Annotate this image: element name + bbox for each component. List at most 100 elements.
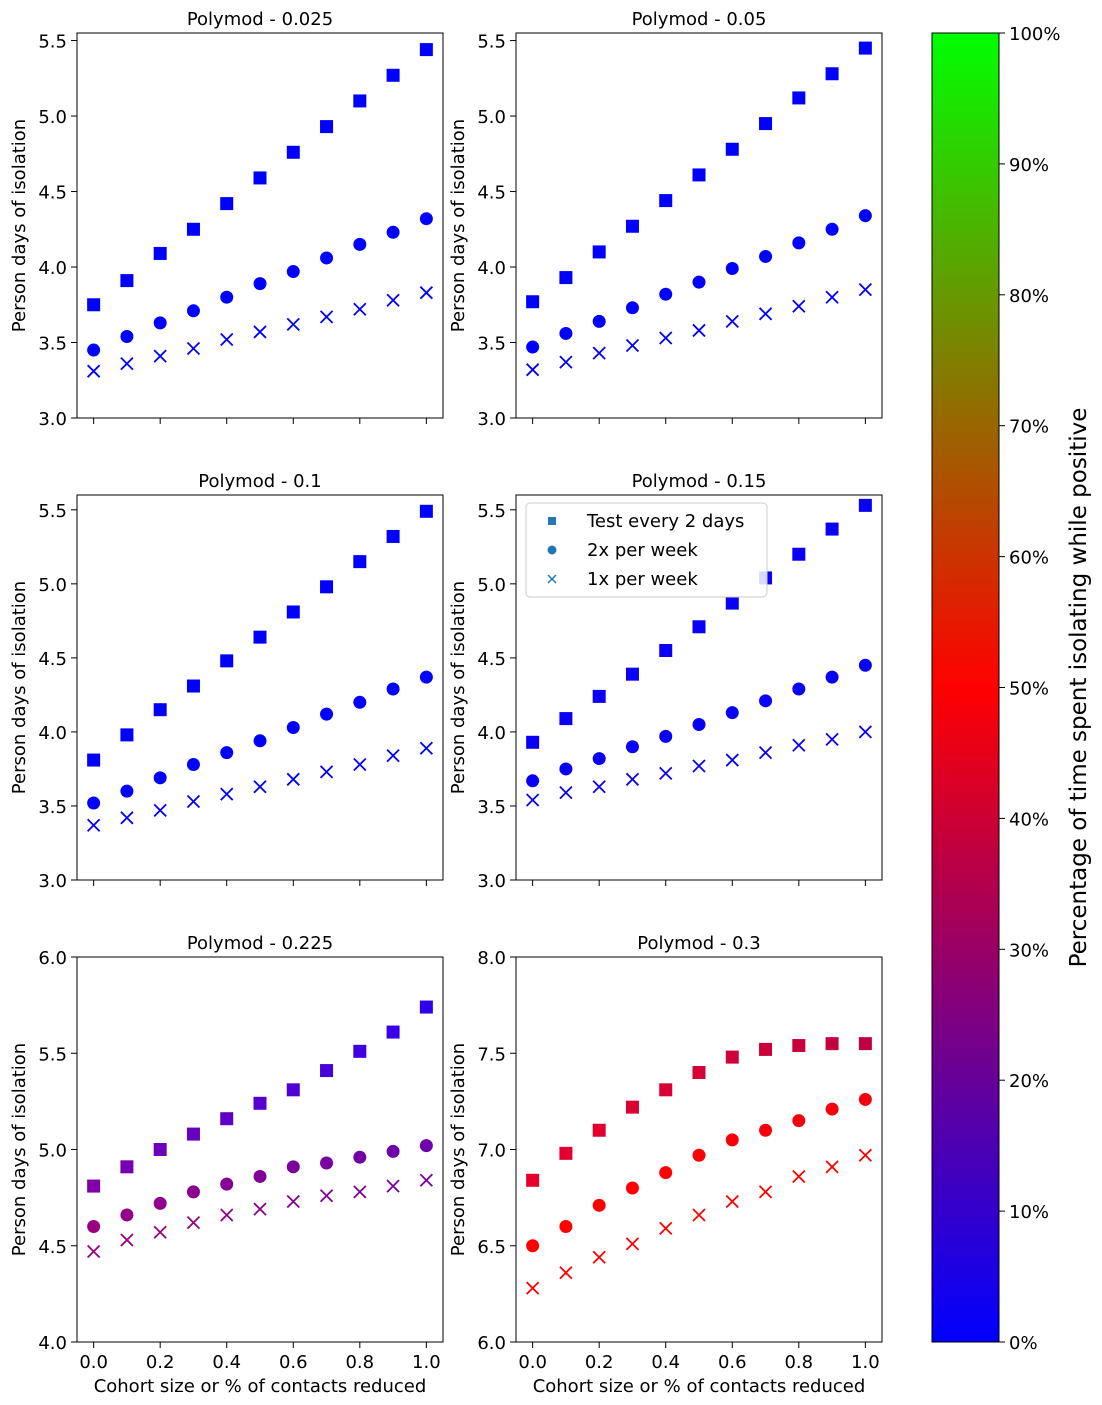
y-axis-label: Person days of isolation [448, 119, 469, 332]
y-axis-label: Person days of isolation [448, 1043, 469, 1256]
data-point [725, 1194, 739, 1209]
data-point [186, 304, 200, 318]
data-point [286, 317, 300, 332]
data-point [659, 287, 673, 301]
y-tick-label: 4.0 [477, 258, 506, 279]
data-point [858, 41, 872, 55]
y-tick-label: 3.5 [477, 334, 506, 355]
data-point [559, 785, 573, 800]
data-point [692, 759, 706, 773]
data-point [153, 771, 167, 785]
data-point [253, 325, 267, 339]
series-circle [526, 209, 872, 354]
data-point [286, 720, 300, 734]
data-point [692, 168, 706, 182]
series-square [526, 41, 872, 309]
data-point [153, 703, 167, 717]
data-point [659, 1083, 673, 1097]
data-point [559, 1146, 573, 1160]
y-tick-label: 3.0 [477, 871, 506, 892]
data-point [353, 757, 367, 772]
data-point [592, 245, 606, 259]
data-point [253, 734, 267, 748]
data-point [353, 695, 367, 709]
data-point [526, 295, 540, 309]
data-point [559, 1266, 573, 1280]
x-tick-label: 0.2 [585, 1352, 614, 1373]
data-point [825, 1160, 839, 1174]
data-point [526, 1239, 540, 1253]
data-point [825, 1037, 839, 1051]
data-point [120, 329, 134, 343]
series-x [87, 741, 434, 832]
data-point [87, 818, 101, 832]
y-tick-label: 5.5 [477, 32, 506, 53]
legend-label: Test every 2 days [586, 511, 744, 532]
data-point [120, 1208, 134, 1222]
data-point [419, 286, 434, 300]
data-point [559, 326, 573, 340]
data-point [286, 772, 300, 786]
data-point [386, 748, 400, 763]
colorbar: 0% 10% 20% 30% 40% 50% 60% 70% 80% 90% 100% Percent… [931, 24, 1092, 1354]
colorbar-tick-label: 90% [1009, 155, 1049, 176]
x-tick-label: 1.0 [412, 1352, 441, 1373]
y-tick-label: 4.5 [38, 649, 67, 670]
data-point [320, 580, 334, 594]
data-point [758, 307, 773, 321]
axes-frame [76, 956, 444, 1343]
data-point [592, 346, 606, 360]
data-point [120, 357, 134, 371]
data-point [87, 1179, 101, 1193]
data-point [87, 343, 101, 357]
colorbar-tick-label: 10% [1009, 1202, 1049, 1223]
data-point [120, 1160, 134, 1174]
data-point [659, 331, 673, 345]
x-tick-label: 0.6 [279, 1352, 308, 1373]
data-point [525, 1281, 540, 1295]
data-point [858, 1037, 872, 1051]
data-point [592, 752, 606, 766]
colorbar-label: Percentage of time spent isolating while… [1066, 408, 1092, 968]
data-point [825, 732, 839, 746]
data-point [353, 237, 367, 251]
data-point [220, 290, 234, 304]
series-square [87, 1000, 433, 1193]
y-tick-label: 3.0 [38, 871, 67, 892]
y-tick-label: 4.0 [38, 1333, 67, 1354]
data-point [319, 310, 334, 324]
data-point [320, 120, 334, 134]
legend-entry: 1x per week [547, 569, 698, 590]
y-tick-label: 5.0 [477, 107, 506, 128]
data-point [319, 765, 334, 779]
data-point [153, 1225, 167, 1239]
data-point [725, 142, 739, 156]
data-point [692, 1208, 706, 1222]
data-point [220, 1177, 234, 1191]
data-point [592, 1250, 606, 1264]
data-point [792, 1039, 806, 1053]
data-point [692, 1148, 706, 1162]
data-point [87, 1220, 101, 1233]
data-point [153, 316, 167, 330]
data-point [592, 780, 606, 794]
data-point [659, 1221, 673, 1236]
panel-5: Polymod - 0.225 4.0 4.5 5.0 5.5 6.0 0.0 0.2 0.4 0… [9, 933, 444, 1397]
data-point [725, 1050, 739, 1064]
series-x [87, 1173, 434, 1259]
data-point [87, 364, 101, 378]
y-tick-label: 3.0 [38, 409, 67, 430]
legend: Test every 2 days 2x per week 1x per week [525, 502, 768, 598]
colorbar-tick-label: 100% [1009, 24, 1060, 45]
data-point [386, 529, 400, 543]
data-point [758, 746, 773, 760]
series-x [87, 286, 434, 378]
panel-title: Polymod - 0.225 [187, 933, 333, 954]
data-point [386, 225, 400, 239]
data-point [526, 1173, 540, 1187]
data-point [625, 1237, 640, 1251]
panel-title: Polymod - 0.3 [637, 933, 760, 954]
series-square [526, 1037, 872, 1187]
data-point [759, 1123, 773, 1137]
